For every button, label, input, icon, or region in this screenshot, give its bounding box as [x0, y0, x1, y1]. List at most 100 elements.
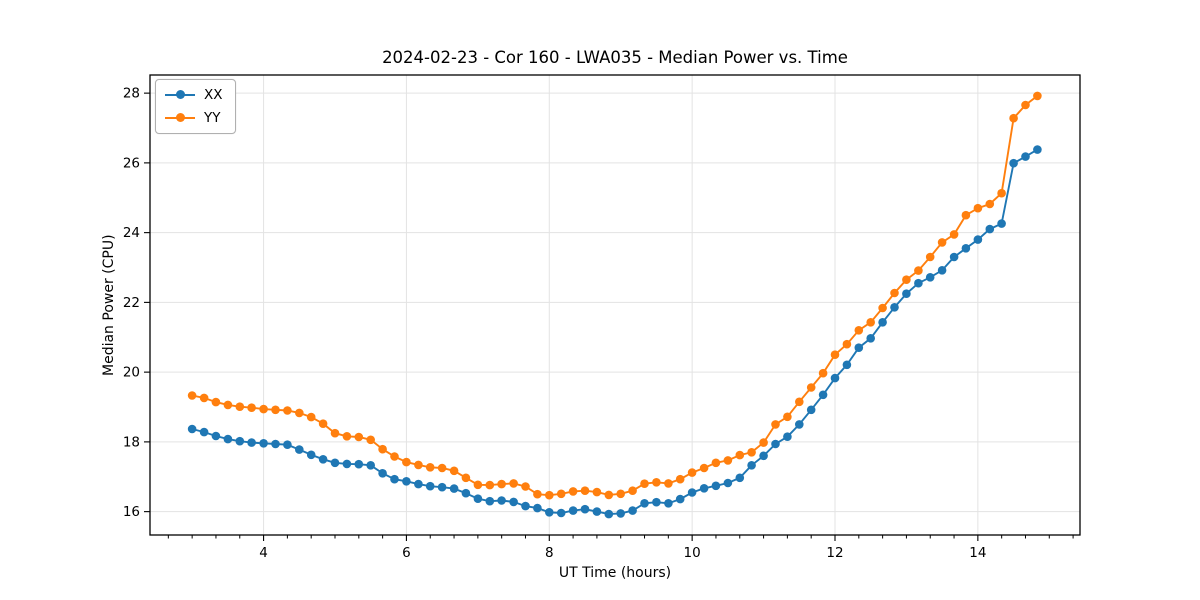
legend: XX YY [155, 79, 236, 134]
data-point-xx [735, 473, 745, 483]
data-point-yy [533, 489, 542, 499]
data-point-xx [818, 390, 828, 400]
data-point-xx [628, 506, 637, 515]
data-point-yy [961, 210, 971, 220]
y-tick-label: 26 [123, 155, 140, 171]
data-point-yy [318, 419, 328, 429]
data-point-yy [902, 275, 911, 285]
data-point-yy [806, 383, 816, 392]
data-point-yy [330, 428, 340, 438]
y-tick-label: 22 [123, 295, 140, 311]
y-tick-label: 16 [123, 504, 140, 520]
data-point-xx [723, 478, 733, 488]
x-axis-label: UT Time (hours) [558, 565, 672, 581]
data-point-yy [985, 199, 995, 209]
data-point-yy [795, 397, 804, 407]
data-point-yy [723, 456, 733, 465]
legend-label: YY [204, 110, 221, 126]
data-point-xx [199, 427, 209, 437]
data-point-xx [854, 343, 864, 353]
data-point-xx [604, 509, 614, 519]
data-point-yy [366, 435, 376, 445]
chart-title: 2024-02-23 - Cor 160 - LWA035 - Median P… [382, 48, 848, 67]
legend-line-sample [165, 90, 195, 100]
data-point-yy [854, 326, 864, 335]
data-point-xx [878, 318, 887, 327]
data-point-xx [949, 252, 959, 262]
data-point-yy [842, 339, 852, 349]
data-point-xx [187, 424, 197, 434]
data-point-yy [402, 457, 411, 467]
data-point-xx [461, 488, 471, 498]
data-point-yy [354, 432, 364, 442]
data-point-yy [199, 393, 209, 403]
data-point-yy [259, 404, 268, 414]
data-point-xx [687, 488, 697, 497]
data-point-yy [580, 486, 590, 496]
data-point-xx [699, 484, 709, 493]
data-point-yy [687, 468, 697, 477]
data-point-yy [628, 486, 637, 496]
data-point-yy [664, 479, 673, 488]
data-point-yy [247, 403, 256, 413]
circle-marker-icon [175, 113, 185, 123]
data-point-xx [211, 431, 221, 441]
data-point-yy [699, 463, 709, 473]
data-point-xx [1021, 152, 1030, 161]
data-point-yy [283, 406, 292, 415]
y-tick-label: 24 [123, 225, 140, 241]
legend-item-xx: XX [165, 87, 223, 103]
data-point-xx [675, 494, 685, 504]
data-point-xx [521, 501, 530, 511]
data-point-yy [235, 402, 245, 412]
data-point-xx [295, 445, 304, 454]
data-point-yy [592, 487, 602, 497]
data-point-yy [735, 450, 745, 460]
data-point-yy [640, 479, 649, 489]
data-point-yy [878, 303, 887, 313]
data-point-xx [985, 224, 995, 234]
data-point-yy [997, 188, 1006, 198]
data-point-yy [497, 479, 506, 489]
x-tick-label: 4 [259, 545, 268, 561]
data-point-xx [830, 373, 840, 383]
x-tick-label: 6 [402, 545, 411, 561]
data-point-yy [818, 368, 828, 378]
data-point-xx [925, 273, 935, 282]
data-point-yy [830, 350, 840, 360]
data-point-xx [342, 459, 352, 469]
y-tick-label: 18 [123, 434, 140, 450]
data-point-yy [509, 479, 518, 488]
data-point-yy [973, 203, 983, 213]
data-point-xx [842, 360, 852, 370]
data-point-yy [568, 487, 578, 496]
y-tick-label: 28 [123, 86, 140, 102]
series-line-yy [191, 95, 1038, 497]
x-tick-label: 10 [684, 545, 701, 561]
data-point-xx [616, 509, 625, 518]
data-point-xx [366, 461, 376, 470]
data-point-xx [473, 494, 483, 504]
data-point-xx [652, 497, 661, 507]
data-point-yy [461, 473, 471, 483]
data-point-yy [937, 238, 947, 247]
data-point-yy [866, 318, 875, 327]
data-point-xx [580, 504, 590, 514]
data-point-yy [1009, 113, 1018, 123]
data-point-xx [747, 461, 756, 470]
data-point-yy [437, 463, 447, 473]
data-point-xx [437, 482, 447, 492]
data-point-yy [675, 474, 685, 484]
data-point-xx [533, 503, 542, 513]
data-point-xx [449, 484, 459, 493]
data-point-yy [616, 489, 625, 499]
data-point-yy [521, 482, 530, 491]
data-point-yy [425, 463, 435, 472]
data-point-yy [449, 466, 459, 476]
data-point-yy [949, 230, 959, 239]
data-point-xx [556, 508, 566, 518]
y-axis-label: Median Power (CPU) [101, 234, 117, 376]
data-point-xx [378, 469, 387, 478]
data-point-xx [568, 506, 578, 515]
